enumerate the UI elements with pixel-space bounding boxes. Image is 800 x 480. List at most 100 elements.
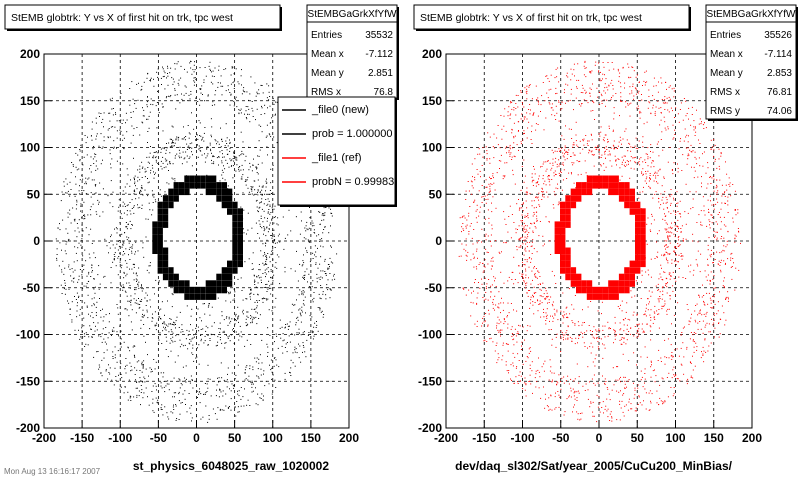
scatter-point [116, 228, 118, 230]
scatter-point [673, 374, 675, 376]
scatter-point [61, 249, 62, 251]
scatter-point [255, 286, 257, 288]
scatter-point [690, 124, 692, 126]
scatter-point [650, 317, 652, 318]
scatter-point [521, 102, 523, 103]
scatter-point [124, 260, 126, 262]
scatter-point [158, 339, 160, 341]
scatter-point [331, 215, 333, 217]
scatter-point [584, 60, 586, 62]
scatter-point [559, 103, 561, 105]
scatter-point [295, 348, 297, 350]
scatter-point [666, 228, 668, 230]
scatter-point [705, 313, 707, 315]
scatter-point [489, 188, 491, 190]
scatter-point [661, 185, 663, 187]
scatter-point [135, 387, 137, 389]
scatter-point [692, 377, 694, 379]
scatter-point [697, 241, 699, 243]
scatter-point [322, 316, 324, 318]
scatter-point [207, 95, 209, 97]
scatter-point [142, 364, 144, 365]
scatter-point [510, 364, 512, 366]
scatter-point [152, 104, 154, 106]
scatter-point [561, 101, 563, 103]
scatter-point [206, 146, 208, 148]
inner-ring-cell [200, 182, 206, 189]
scatter-point [516, 341, 518, 343]
inner-ring-cell [162, 214, 169, 222]
scatter-point [723, 216, 725, 218]
scatter-point [661, 279, 663, 280]
scatter-point [526, 259, 528, 261]
scatter-point [83, 218, 85, 220]
scatter-point [561, 189, 563, 191]
scatter-point [462, 223, 464, 224]
scatter-point [651, 215, 653, 217]
scatter-point [109, 247, 111, 249]
scatter-point [574, 75, 575, 77]
scatter-point [715, 221, 717, 223]
scatter-point [632, 146, 634, 148]
scatter-point [260, 374, 262, 376]
scatter-point [330, 245, 331, 247]
scatter-point [465, 294, 467, 296]
scatter-point [526, 98, 528, 100]
scatter-point [147, 396, 148, 398]
scatter-point [511, 108, 513, 110]
scatter-point [109, 136, 111, 138]
scatter-point [122, 190, 124, 192]
scatter-point [298, 309, 300, 311]
scatter-point [77, 302, 78, 304]
scatter-point [218, 328, 220, 329]
inner-ring-cell [237, 241, 243, 248]
scatter-point [269, 96, 271, 97]
scatter-point [598, 329, 600, 331]
scatter-point [258, 275, 260, 277]
scatter-point [664, 127, 666, 129]
scatter-point [460, 255, 462, 257]
scatter-point [223, 331, 225, 333]
scatter-point [186, 149, 188, 150]
scatter-point [221, 150, 223, 151]
scatter-point [472, 176, 473, 178]
scatter-point [567, 338, 569, 340]
scatter-point [125, 372, 127, 374]
scatter-point [61, 271, 63, 273]
scatter-point [605, 146, 607, 148]
scatter-point [149, 262, 151, 264]
scatter-point [257, 192, 258, 194]
scatter-point [674, 229, 676, 231]
scatter-point [692, 150, 694, 152]
scatter-point [489, 162, 491, 164]
scatter-point [254, 308, 256, 310]
scatter-point [536, 99, 538, 100]
scatter-point [707, 167, 709, 169]
scatter-point [248, 169, 250, 171]
scatter-point [112, 126, 114, 128]
scatter-point [266, 204, 268, 206]
scatter-point [676, 248, 677, 249]
scatter-point [224, 145, 226, 147]
scatter-point [535, 196, 537, 198]
scatter-point [637, 105, 639, 107]
scatter-point [178, 334, 180, 336]
scatter-point [671, 352, 673, 353]
scatter-point [266, 146, 268, 148]
scatter-point [536, 381, 538, 383]
scatter-point [259, 354, 261, 356]
scatter-point [77, 227, 79, 229]
scatter-point [672, 138, 674, 140]
scatter-point [103, 316, 105, 318]
scatter-point [550, 88, 552, 90]
scatter-point [129, 397, 131, 399]
scatter-point [240, 131, 242, 133]
scatter-point [671, 259, 673, 261]
scatter-point [693, 351, 695, 353]
scatter-point [612, 88, 614, 90]
scatter-point [657, 100, 659, 102]
scatter-point [554, 115, 556, 117]
scatter-point [677, 261, 679, 263]
scatter-point [498, 331, 500, 333]
scatter-point [619, 329, 621, 331]
